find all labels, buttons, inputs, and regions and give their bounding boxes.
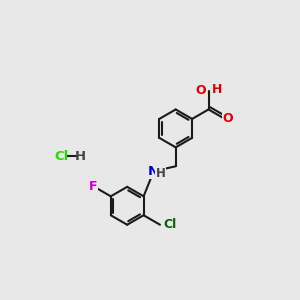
Text: Cl: Cl: [54, 150, 68, 163]
Text: O: O: [223, 112, 233, 125]
Text: O: O: [195, 84, 206, 97]
Text: N: N: [148, 165, 159, 178]
Text: H: H: [75, 150, 86, 163]
Text: H: H: [156, 167, 166, 180]
Text: Cl: Cl: [164, 218, 177, 231]
Text: F: F: [89, 180, 98, 193]
Text: H: H: [212, 83, 222, 96]
